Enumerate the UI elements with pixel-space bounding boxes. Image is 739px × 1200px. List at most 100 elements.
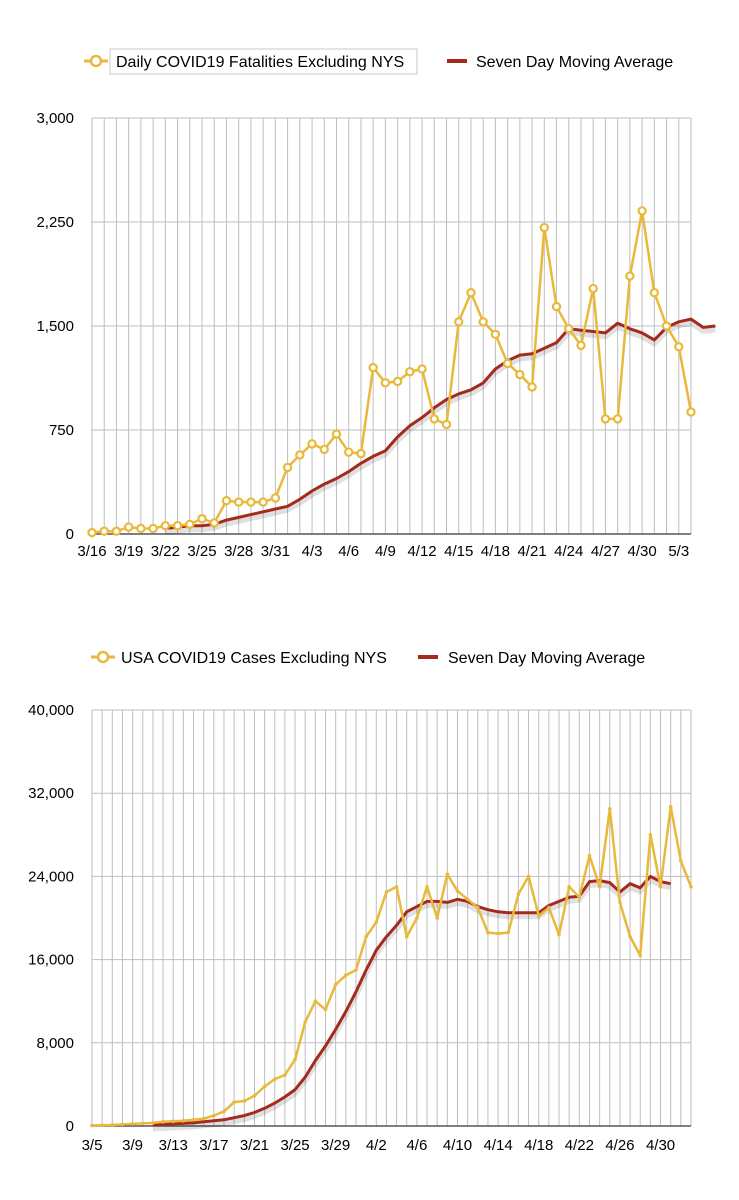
daily-data-point (136, 523, 146, 534)
daily-data-point (232, 1100, 236, 1104)
daily-data-point (161, 1120, 165, 1124)
moving-average-shadow (152, 877, 672, 1132)
daily-data-point (354, 968, 358, 972)
y-tick-label: 16,000 (28, 952, 74, 969)
daily-data-point (392, 376, 403, 387)
daily-data-point (140, 1121, 145, 1126)
daily-data-point (209, 518, 219, 528)
daily-data-point (307, 439, 317, 449)
x-tick-label: 4/27 (591, 543, 620, 560)
daily-data-point (587, 853, 592, 858)
daily-data-point (516, 892, 521, 896)
daily-data-point (502, 358, 513, 369)
daily-data-point (506, 930, 511, 935)
daily-data-point (344, 973, 348, 977)
daily-data-point (455, 889, 460, 893)
daily-data-point (394, 885, 399, 889)
daily-data-point (130, 1122, 135, 1126)
daily-data-point (323, 1007, 328, 1012)
y-tick-label: 24,000 (28, 868, 74, 885)
daily-data-point (628, 934, 632, 939)
x-tick-label: 4/21 (517, 543, 546, 560)
daily-data-point (242, 1099, 247, 1103)
daily-data-point (567, 885, 571, 889)
daily-data-point (527, 382, 537, 392)
daily-data-point (333, 982, 338, 987)
daily-data-point (454, 317, 464, 327)
daily-data-point (600, 414, 611, 424)
x-tick-label: 4/14 (484, 1137, 513, 1154)
daily-data-point (344, 447, 354, 457)
legend: Daily COVID19 Fatalities Excluding NYS S… (84, 48, 673, 75)
x-tick-label: 3/29 (321, 1137, 350, 1154)
x-tick-label: 4/3 (302, 543, 323, 560)
x-tick-label: 4/26 (605, 1137, 634, 1154)
daily-data-point (658, 885, 663, 889)
x-tick-label: 3/31 (261, 543, 290, 560)
daily-data-point (172, 520, 183, 531)
daily-data-point (272, 1077, 277, 1081)
daily-line (91, 805, 693, 1127)
daily-data-point (380, 378, 391, 388)
daily-data-point (445, 872, 450, 877)
daily-data-point (293, 1057, 297, 1062)
daily-data-point (674, 342, 684, 352)
y-tick-label: 750 (49, 422, 74, 439)
daily-data-point (689, 885, 693, 889)
daily-data-point (638, 953, 643, 958)
daily-data-point (679, 859, 683, 863)
x-tick-label: 3/28 (224, 543, 253, 560)
legend: USA COVID19 Cases Excluding NYS Seven Da… (91, 650, 645, 667)
y-tick-label: 1,500 (36, 318, 74, 335)
daily-data-point (303, 1020, 308, 1024)
x-tick-label: 3/17 (199, 1137, 228, 1154)
daily-data-point (246, 497, 256, 507)
daily-data-point (466, 288, 476, 298)
daily-data-point (282, 462, 293, 473)
x-tick-label: 3/9 (122, 1137, 143, 1154)
x-tick-label: 3/16 (77, 543, 106, 560)
y-axis-labels: 0 8,000 16,000 24,000 32,000 40,000 (28, 702, 74, 1135)
legend-daily-marker (89, 54, 103, 68)
daily-data-point (262, 1084, 267, 1089)
daily-data-point (564, 324, 574, 334)
daily-data-point (99, 526, 109, 536)
daily-data-point (356, 448, 366, 459)
x-tick-label: 4/22 (565, 1137, 594, 1154)
daily-data-point (100, 1123, 104, 1127)
daily-data-point (110, 1123, 115, 1127)
legend-highlight-box (109, 48, 418, 75)
daily-data-point (490, 329, 501, 340)
daily-data-point (171, 1119, 176, 1124)
daily-data-point (425, 885, 429, 889)
daily-data-point (233, 497, 244, 507)
daily-data-point (368, 362, 378, 373)
x-tick-label: 4/6 (406, 1137, 427, 1154)
daily-data-point (515, 369, 525, 380)
legend-daily-marker (96, 650, 110, 664)
daily-line (91, 209, 693, 534)
x-tick-label: 4/9 (375, 543, 396, 560)
grid (91, 709, 692, 1127)
daily-data-point (577, 895, 582, 899)
daily-data-point (252, 1094, 257, 1098)
daily-fatalities-series (87, 206, 696, 538)
daily-data-point (331, 429, 342, 439)
legend-daily-label: USA COVID19 Cases Excluding NYS (121, 650, 387, 667)
x-tick-label: 3/25 (280, 1137, 309, 1154)
daily-data-point (111, 526, 122, 536)
daily-data-point (295, 450, 305, 460)
daily-data-point (637, 206, 647, 216)
daily-data-point (191, 1117, 196, 1122)
daily-data-point (87, 527, 97, 538)
x-tick-label: 4/6 (338, 543, 359, 560)
x-tick-label: 4/2 (366, 1137, 387, 1154)
daily-data-point (384, 890, 389, 894)
daily-data-point (374, 920, 379, 924)
moving-average-series (152, 874, 672, 1132)
moving-average-line (152, 874, 672, 1127)
x-tick-label: 3/13 (159, 1137, 188, 1154)
daily-data-point (597, 885, 602, 889)
legend-average-label: Seven Day Moving Average (476, 54, 673, 71)
daily-data-point (547, 905, 551, 910)
